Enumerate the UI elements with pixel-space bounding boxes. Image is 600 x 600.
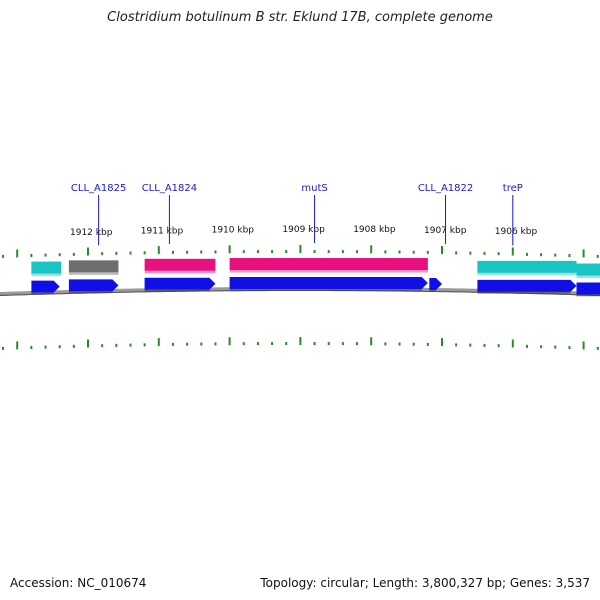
gene-label: CLL_A1824: [142, 183, 197, 194]
feature-bar-shadow: [477, 272, 577, 276]
kbp-label: 1906 kbp: [495, 227, 538, 237]
gene-label: CLL_A1822: [418, 183, 473, 194]
cds-arrow: [576, 282, 600, 295]
feature-bar-shadow: [576, 275, 600, 279]
cds-arrow: [68, 279, 119, 292]
kbp-label: 1909 kbp: [282, 225, 325, 235]
gene-label: mutS: [301, 183, 327, 194]
feature-bar-shadow: [144, 270, 216, 274]
gene-label: treP: [503, 183, 523, 194]
kbp-label: 1908 kbp: [353, 225, 396, 235]
cds-arrow: [229, 277, 428, 289]
feature-bar: [229, 258, 428, 271]
cds-arrow: [31, 280, 60, 293]
kbp-label: 1911 kbp: [141, 226, 184, 236]
accession-text: Accession: NC_010674: [10, 576, 147, 590]
map-title: Clostridium botulinum B str. Eklund 17B,…: [107, 10, 493, 25]
kbp-label: 1910 kbp: [212, 225, 255, 235]
kbp-label: 1912 kbp: [70, 228, 113, 238]
feature-bar: [477, 260, 577, 273]
genome-summary: Topology: circular; Length: 3,800,327 bp…: [260, 576, 590, 590]
cds-arrow: [429, 278, 442, 290]
feature-bar: [576, 263, 600, 276]
gene-label: CLL_A1825: [71, 183, 126, 194]
feature-bar: [68, 260, 119, 273]
cds-arrow: [477, 279, 577, 292]
feature-bar-shadow: [31, 273, 62, 277]
feature-bar-shadow: [68, 272, 119, 275]
feature-bar: [144, 258, 216, 271]
cds-arrow: [144, 277, 216, 290]
feature-bar: [31, 261, 62, 274]
feature-bar-shadow: [229, 270, 428, 273]
